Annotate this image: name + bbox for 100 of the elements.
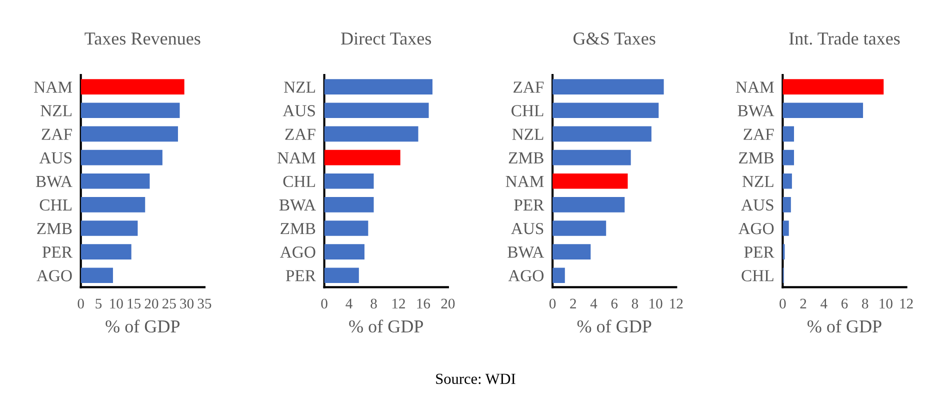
x-tick-label: 6 [841, 298, 848, 309]
bar [324, 268, 359, 284]
x-tick-label: 25 [162, 298, 176, 309]
x-tick-label: 8 [632, 298, 638, 309]
bar [782, 220, 789, 236]
bar [80, 268, 113, 284]
chart-title: Int. Trade taxes [789, 32, 900, 45]
y-tick-label: BWA [508, 246, 544, 258]
y-tick-label: AGO [36, 270, 72, 282]
bar [80, 79, 184, 94]
y-tick-label: AGO [738, 222, 774, 234]
bar [552, 220, 606, 236]
x-tick-label: 0 [321, 298, 328, 309]
source-note: Source: WDI [436, 374, 516, 384]
x-tick-label: 15 [128, 298, 141, 309]
y-tick-label: NZL [40, 105, 72, 116]
y-tick-label: ZAF [42, 128, 72, 140]
x-axis-title: % of GDP [106, 320, 180, 333]
bar [782, 126, 794, 142]
y-tick-label: NZL [284, 82, 315, 93]
y-tick-label: NZL [512, 128, 544, 140]
bar [80, 244, 132, 260]
chart-title: Direct Taxes [341, 32, 432, 45]
x-tick-label: 20 [144, 298, 158, 309]
bar [782, 197, 791, 212]
bar [324, 79, 432, 94]
x-axis-title: % of GDP [577, 320, 652, 333]
x-tick-label: 30 [180, 298, 194, 309]
bar [552, 173, 628, 189]
bar [782, 79, 884, 94]
y-tick-label: ZMB [739, 152, 774, 164]
x-tick-label: 8 [862, 298, 868, 309]
bar [552, 79, 664, 94]
bar [552, 102, 659, 118]
y-tick-label: AGO [280, 246, 316, 258]
y-tick-label: NAM [736, 82, 774, 93]
bar [324, 150, 400, 166]
bar [324, 220, 368, 236]
x-tick-label: 20 [441, 298, 455, 309]
y-tick-label: AGO [508, 270, 544, 282]
x-tick-label: 4 [820, 298, 828, 308]
x-tick-label: 2 [570, 298, 576, 308]
x-tick-label: 0 [78, 298, 84, 309]
x-tick-label: 12 [392, 298, 405, 308]
x-tick-label: 5 [96, 298, 102, 309]
bar [782, 102, 864, 118]
y-tick-label: AUS [282, 105, 315, 116]
y-tick-label: BWA [738, 105, 774, 116]
y-tick-label: BWA [36, 176, 72, 188]
x-tick-label: 10 [650, 298, 662, 309]
x-tick-label: 8 [370, 298, 377, 309]
y-tick-label: ZAF [514, 82, 544, 93]
bar [80, 197, 146, 212]
bar [80, 102, 180, 118]
x-tick-label: 4 [590, 298, 598, 308]
y-tick-label: NAM [34, 82, 72, 93]
bar [80, 220, 138, 236]
y-tick-label: ZMB [508, 152, 544, 164]
x-axis-title: % of GDP [349, 320, 423, 333]
y-tick-label: ZAF [744, 128, 774, 140]
y-tick-label: PER [744, 246, 774, 258]
bar [324, 197, 374, 212]
y-tick-label: PER [42, 246, 72, 258]
y-tick-label: ZMB [37, 223, 72, 234]
y-tick-label: AUS [511, 222, 544, 234]
bar [80, 150, 162, 166]
y-tick-label: PER [514, 200, 544, 210]
y-tick-label: AUS [741, 199, 774, 211]
x-tick-label: 6 [611, 298, 618, 309]
y-tick-label: NAM [278, 152, 316, 164]
y-tick-label: ZAF [285, 128, 316, 140]
x-axis-title: % of GDP [807, 320, 882, 333]
y-tick-label: CHL [742, 270, 774, 282]
x-tick-label: 16 [417, 298, 430, 309]
x-tick-label: 12 [900, 298, 913, 308]
y-tick-label: CHL [40, 199, 72, 211]
bar [552, 150, 631, 166]
y-tick-label: CHL [512, 105, 544, 116]
x-tick-label: 10 [110, 298, 123, 309]
x-tick-label: 2 [800, 298, 806, 308]
bar [552, 197, 625, 212]
x-tick-label: 4 [346, 298, 352, 308]
bar [324, 102, 429, 118]
x-tick-label: 10 [880, 298, 892, 309]
x-tick-label: 12 [670, 298, 683, 308]
bar [552, 126, 652, 142]
bar [782, 173, 792, 189]
bar [324, 244, 364, 260]
bar [80, 173, 150, 189]
bar [782, 150, 794, 166]
y-tick-label: NAM [506, 176, 544, 187]
chart-title: G&S Taxes [574, 32, 656, 45]
y-tick-label: AUS [39, 152, 72, 164]
x-tick-label: 35 [198, 298, 212, 309]
bar [324, 126, 418, 142]
bar [552, 244, 591, 260]
y-tick-label: CHL [283, 176, 315, 188]
chart-title: Taxes Revenues [84, 32, 200, 45]
bar [552, 268, 565, 284]
bar [80, 126, 178, 142]
